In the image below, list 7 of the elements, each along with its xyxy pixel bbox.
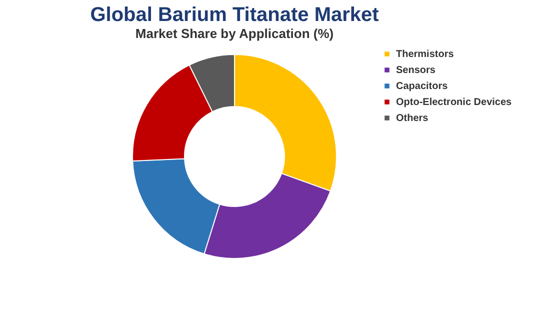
legend-label: Sensors [396, 65, 436, 76]
chart-title: Global Barium Titanate Market [90, 4, 380, 26]
chart-subtitle: Market Share by Application (%) [135, 26, 334, 41]
legend-label: Capacitors [396, 81, 448, 92]
legend-label: Thermistors [396, 49, 454, 60]
legend-label: Opto-Electronic Devices [396, 97, 512, 108]
legend-label: Others [396, 113, 429, 124]
